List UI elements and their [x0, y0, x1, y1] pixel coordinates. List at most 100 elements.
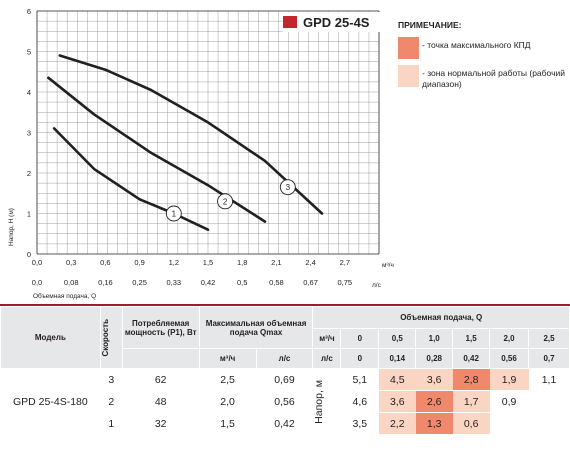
flow-ls-1: 0,14	[378, 348, 417, 369]
head-value-cell: 2,8	[452, 368, 490, 391]
curve-label: 1	[172, 210, 177, 219]
head-value-cell: 0,9	[489, 390, 529, 413]
row-label-m3h: м³/ч	[312, 328, 342, 349]
curve-label-circle	[165, 205, 182, 222]
speed-cell: 2	[100, 390, 123, 413]
y-tick-label: 3	[27, 129, 31, 138]
head-value-cell	[528, 412, 570, 434]
qmax-m3h-cell: 2,5	[199, 368, 257, 391]
flow-m3h-3: 1,5	[452, 328, 491, 349]
y-tick-label: 0	[27, 250, 31, 259]
head-value-cell: 3,6	[415, 368, 453, 391]
flow-m3h-4: 2,0	[489, 328, 529, 349]
power-unit-cell	[121, 348, 200, 369]
note-title: ПРИМЕЧАНИЕ:	[398, 20, 462, 30]
flow-m3h-1: 0,5	[378, 328, 417, 349]
head-label-cell: Напор, м	[312, 368, 341, 434]
col-power: Потребляемая мощность (P1), Вт	[121, 306, 200, 349]
head-value-cell: 2,6	[415, 390, 453, 413]
title-swatch	[283, 16, 297, 28]
head-value-cell: 1,1	[528, 368, 570, 391]
y-tick-label: 1	[27, 210, 31, 219]
y-tick-label: 2	[27, 169, 31, 178]
x-axis-unit-m3h: м³/ч	[382, 262, 394, 269]
x-tick-label-ls: 0,08	[64, 278, 79, 287]
note-swatch-light	[398, 65, 419, 87]
x-tick-label-m3h: 2,1	[271, 258, 281, 267]
x-tick-label-m3h: 2,7	[340, 258, 350, 267]
head-value-cell: 5,1	[340, 368, 379, 391]
x-tick-label-m3h: 1,2	[169, 258, 179, 267]
flow-ls-3: 0,42	[452, 348, 491, 369]
model-name-cell: GPD 25-4S-180	[13, 395, 88, 408]
head-value-cell: 1,9	[489, 368, 529, 391]
col-speed: Скорость	[99, 306, 123, 369]
curve-label: 2	[223, 197, 228, 206]
head-value-cell: 4,6	[340, 390, 379, 413]
x-tick-label-ls: 0,16	[98, 278, 113, 287]
x-tick-label-ls: 0,33	[166, 278, 181, 287]
table-row: 2 48 2,0 0,56 4,6 3,6 2,6 1,7 0,9	[1, 390, 570, 413]
chart-title: GPD 25-4S	[303, 14, 370, 30]
chart-title-box: GPD 25-4S	[283, 12, 381, 32]
chart-grid	[36, 10, 380, 255]
flow-ls-5: 0,7	[528, 348, 570, 369]
col-qmax: Максимальная объемная подача Qmax	[198, 306, 314, 349]
head-value-cell	[528, 390, 570, 413]
qmax-unit-ls: л/с	[255, 348, 314, 369]
curve-label: 3	[286, 183, 291, 192]
power-cell: 48	[122, 390, 200, 413]
col-speed-label: Скорость	[100, 318, 110, 357]
x-tick-label-ls: 0,67	[303, 278, 318, 287]
head-value-cell: 3,6	[378, 390, 416, 413]
curve-speed-1	[52, 127, 210, 231]
flow-m3h-2: 1,0	[415, 328, 454, 349]
x-tick-label-ls: 0,58	[269, 278, 284, 287]
note-legend: ПРИМЕЧАНИЕ: - точка максимального КПД - …	[398, 20, 568, 93]
x-tick-label-m3h: 1,5	[203, 258, 213, 267]
performance-table: Модель Скорость Потребляемая мощность (P…	[0, 306, 570, 434]
x-axis-caption: Объемная подача, Q	[33, 292, 96, 300]
head-value-cell	[489, 412, 529, 434]
x-tick-label-ls: 0,75	[337, 278, 352, 287]
table-row: 1 32 1,5 0,42 3,5 2,2 1,3 0,6	[1, 412, 570, 434]
note-text: - точка максимального КПД	[422, 40, 531, 50]
y-tick-label: 4	[27, 88, 31, 97]
power-cell: 32	[122, 412, 200, 434]
head-value-cell: 0,6	[452, 412, 490, 434]
flow-ls-0: 0	[340, 348, 380, 369]
col-model: Модель	[0, 306, 101, 369]
x-tick-label-m3h: 0,9	[134, 258, 144, 267]
flow-ls-4: 0,56	[489, 348, 529, 369]
table-top-rule	[0, 304, 570, 306]
qmax-m3h-cell: 1,5	[199, 412, 257, 434]
y-axis-ticks: 0 1 2 3 4 5 6	[27, 7, 31, 259]
y-tick-label: 6	[27, 7, 31, 16]
qmax-ls-cell: 0,69	[256, 368, 313, 391]
x-tick-label-m3h: 2,4	[305, 258, 315, 267]
x-tick-label-ls: 0,5	[237, 278, 247, 287]
head-value-cell: 1,3	[415, 412, 453, 434]
head-value-cell: 3,5	[340, 412, 379, 434]
x-tick-label-ls: 0,0	[32, 278, 42, 287]
curve-label-circle	[279, 179, 296, 196]
head-value-cell: 2,2	[378, 412, 416, 434]
speed-cell: 1	[100, 412, 123, 434]
flow-m3h-5: 2,5	[528, 328, 570, 349]
curve-speed-3	[58, 54, 324, 215]
x-tick-label-m3h: 1,8	[237, 258, 247, 267]
note-item-working-range: - зона нормальной работы (рабочий диапаз…	[398, 65, 568, 93]
speed-cell: 3	[100, 368, 123, 391]
note-swatch-dark	[398, 37, 419, 59]
x-axis-unit-ls: л/с	[372, 282, 382, 289]
power-cell: 62	[122, 368, 200, 391]
table-row: GPD 25-4S-180 3 62 2,5 0,69 Напор, м 5,1 4,5 3,6…	[1, 368, 570, 434]
x-tick-label-m3h: 0,6	[100, 258, 110, 267]
x-axis-ticks: 0,0 0,3 0,6 0,9 1,2 1,5 1,8 2,1 2,4 2,7 0,0 0,08 0,1…	[32, 258, 352, 287]
y-axis-label: Напор, H (м)	[8, 208, 15, 246]
x-tick-label-ls: 0,25	[132, 278, 147, 287]
note-item-max-efficiency: - точка максимального КПД	[398, 37, 568, 65]
flow-m3h-0: 0	[340, 328, 380, 349]
col-flow: Объемная подача, Q	[312, 306, 570, 329]
x-tick-label-m3h: 0,0	[32, 258, 42, 267]
